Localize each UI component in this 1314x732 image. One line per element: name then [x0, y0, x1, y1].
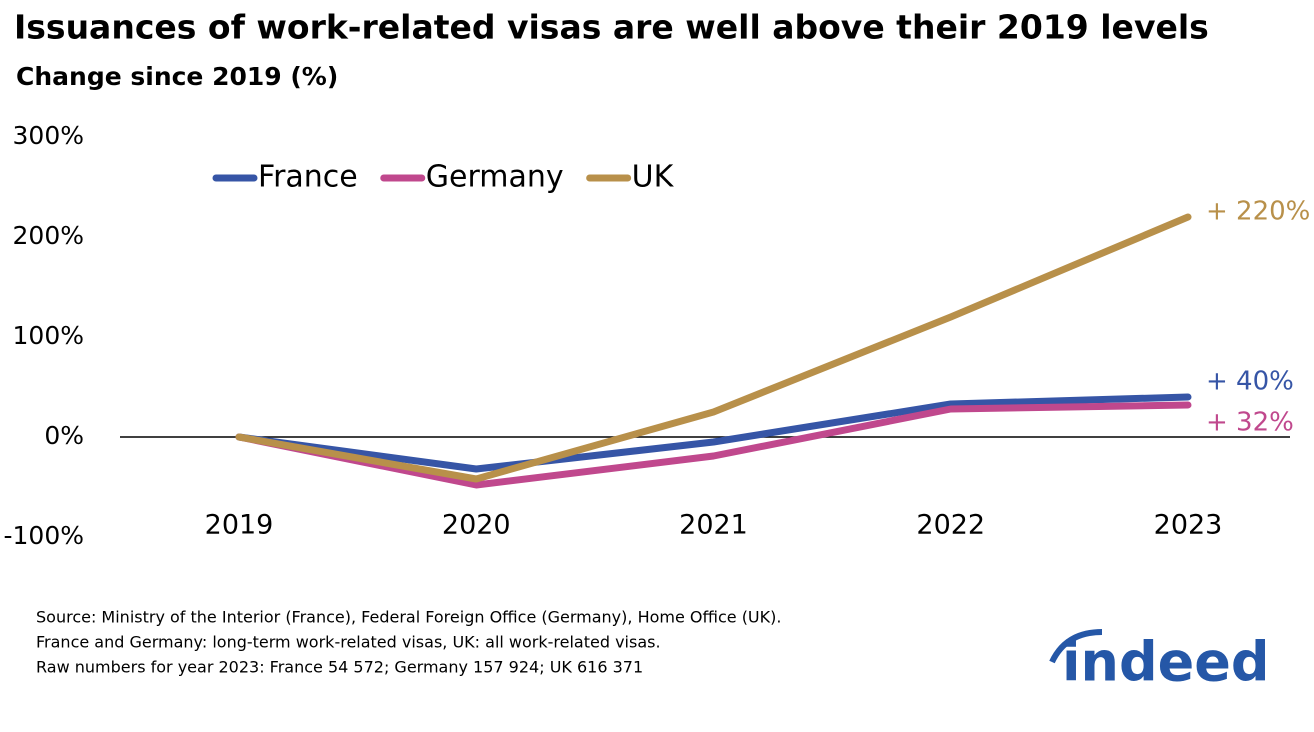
x-tick-label: 2021	[679, 510, 748, 541]
source-note: Raw numbers for year 2023: France 54 572…	[36, 658, 643, 677]
x-tick-label: 2020	[442, 510, 511, 541]
logo: indeed	[1062, 631, 1270, 694]
x-tick-label: 2023	[1154, 510, 1223, 541]
legend-label: France	[258, 160, 358, 195]
y-tick-label: 0%	[44, 421, 84, 450]
chart-subtitle: Change since 2019 (%)	[16, 62, 338, 91]
series-line	[235, 401, 1192, 489]
value-label: + 40%	[1206, 367, 1294, 397]
y-tick-label: 300%	[13, 121, 84, 150]
y-tick-label: 200%	[13, 221, 84, 250]
y-tick-label: -100%	[4, 521, 85, 550]
x-tick-label: 2022	[916, 510, 985, 541]
legend-label: UK	[632, 160, 675, 195]
y-tick-label: 100%	[13, 321, 84, 350]
source-note: France and Germany: long-term work-relat…	[36, 633, 661, 652]
x-tick-label: 2019	[205, 510, 274, 541]
series-line	[235, 393, 1192, 473]
value-label: + 220%	[1206, 197, 1310, 227]
value-label: + 32%	[1206, 408, 1294, 438]
logo-arc	[1049, 629, 1103, 664]
legend-label: Germany	[426, 160, 564, 195]
source-note: Source: Ministry of the Interior (France…	[36, 608, 781, 627]
series-line	[235, 213, 1192, 483]
chart-title: Issuances of work-related visas are well…	[14, 8, 1209, 47]
